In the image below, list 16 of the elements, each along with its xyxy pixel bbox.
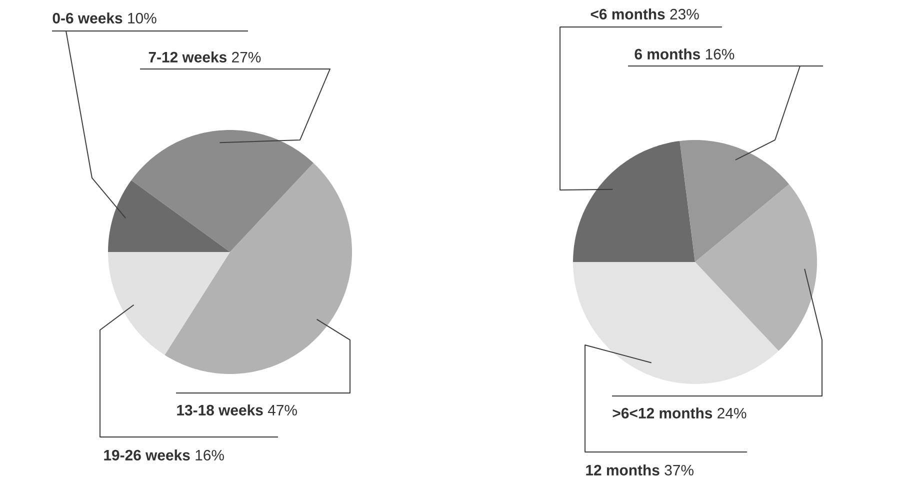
data-label: 16% — [706, 48, 734, 60]
data-label: 37% — [664, 464, 694, 476]
slice-label: 19-26 weeks — [104, 450, 190, 460]
data-label: 27% — [232, 52, 261, 62]
slice-label: 0-6 weeks — [52, 12, 122, 24]
slice-label: >6<12 months — [612, 407, 712, 418]
slice-label: 7-12 weeks — [148, 51, 226, 62]
data-label: 47% — [268, 404, 297, 416]
data-label: 10% — [128, 12, 156, 24]
data-label: 16% — [196, 450, 224, 460]
data-label: 24% — [718, 408, 746, 418]
slice-label: 12 months — [586, 464, 660, 476]
slice-label: 6 months — [634, 48, 700, 60]
data-label: 23% — [670, 8, 699, 20]
slice-label: <6 months — [590, 8, 665, 20]
slice-label: 13-18 weeks — [177, 404, 263, 416]
